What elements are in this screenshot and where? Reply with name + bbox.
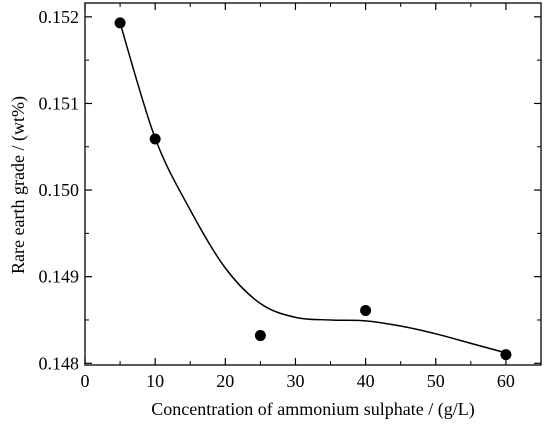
data-point — [254, 330, 266, 342]
y-tick-label: 0.149 — [39, 267, 80, 287]
y-tick-label: 0.151 — [39, 93, 80, 113]
x-tick-label: 30 — [286, 371, 304, 391]
y-axis-label: Rare earth grade / (wt%) — [8, 96, 29, 274]
y-tick-label: 0.152 — [39, 7, 80, 27]
x-tick-label: 60 — [497, 371, 515, 391]
x-tick-label: 20 — [216, 371, 234, 391]
data-point — [360, 304, 372, 316]
x-axis-label: Concentration of ammonium sulphate / (g/… — [151, 399, 474, 420]
y-tick-label: 0.148 — [39, 353, 80, 373]
data-point — [114, 17, 126, 29]
x-tick-label: 10 — [146, 371, 164, 391]
data-point — [149, 133, 161, 145]
x-tick-label: 0 — [81, 371, 90, 391]
x-tick-label: 40 — [357, 371, 375, 391]
plot-frame — [84, 2, 542, 366]
y-tick-label: 0.150 — [39, 180, 80, 200]
x-tick-label: 50 — [427, 371, 445, 391]
fit-curve — [119, 22, 507, 354]
data-point — [500, 349, 512, 361]
